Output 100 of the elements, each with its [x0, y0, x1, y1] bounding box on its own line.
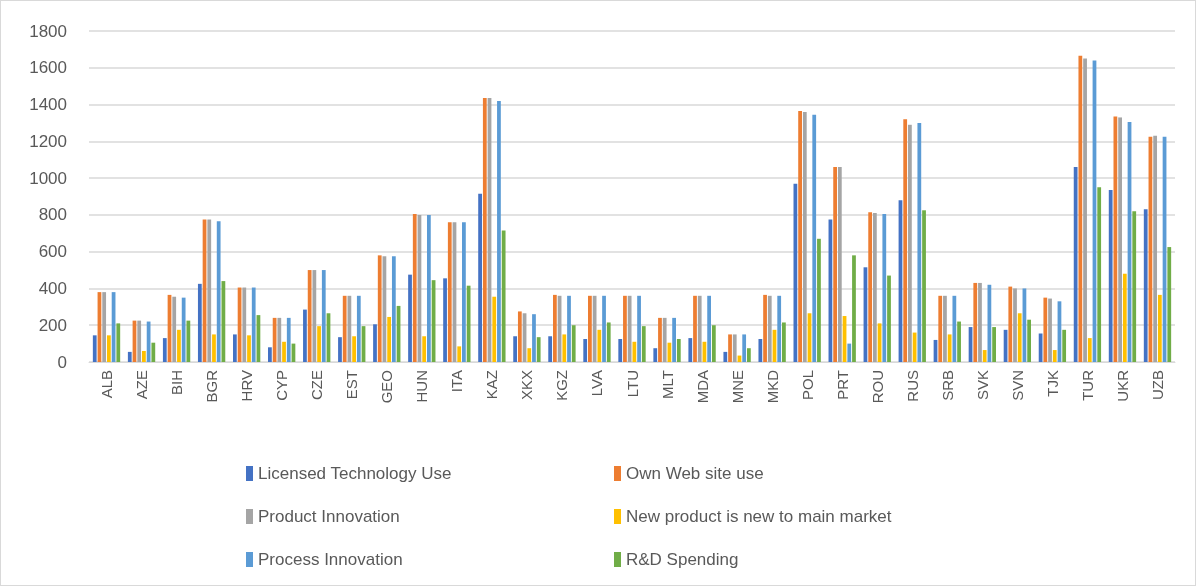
bar [1143, 209, 1148, 362]
bar [216, 221, 221, 362]
bar [536, 337, 541, 362]
bar [728, 334, 732, 362]
bar [478, 193, 482, 362]
bar [903, 119, 908, 362]
bar [793, 183, 798, 362]
x-tick-label: CYP [273, 370, 291, 401]
bar [186, 320, 191, 362]
x-tick-label: LVA [588, 370, 606, 397]
bar [618, 339, 623, 362]
bar [501, 230, 506, 362]
bar [777, 295, 782, 362]
bar [767, 295, 772, 362]
x-tick-label: MLT [658, 370, 676, 399]
y-tick-label: 600 [38, 242, 67, 262]
bar [782, 322, 786, 362]
bar [268, 347, 272, 362]
bar [377, 255, 382, 362]
bar [837, 167, 842, 362]
bar [947, 334, 952, 362]
bar [457, 346, 462, 362]
bar [1048, 298, 1052, 362]
bar [588, 295, 592, 362]
bar [106, 335, 111, 362]
bar [303, 309, 307, 362]
x-tick-label: EST [343, 370, 361, 400]
legend-label: Own Web site use [626, 464, 764, 483]
bar [1052, 350, 1057, 362]
x-tick-label: XKX [518, 370, 536, 401]
bar [597, 329, 602, 362]
bar [802, 111, 807, 362]
bar [412, 213, 417, 362]
bar [693, 295, 697, 362]
bar [162, 338, 167, 362]
bar [1083, 58, 1087, 362]
bar [212, 334, 216, 362]
bar [422, 336, 427, 362]
bar [286, 317, 291, 362]
bar [177, 329, 181, 362]
bar [723, 351, 728, 362]
bar [1073, 167, 1078, 362]
bar [688, 338, 693, 362]
x-tick-label: UKR [1113, 369, 1131, 402]
bar [567, 295, 571, 362]
bar [882, 213, 887, 362]
bar [277, 317, 282, 362]
x-tick-label: HRV [238, 370, 256, 402]
x-tick-label: BIH [168, 370, 186, 396]
bar [387, 316, 392, 362]
x-tick-label: ALB [98, 370, 116, 399]
bar [672, 317, 676, 362]
bar [552, 294, 557, 362]
bar [1027, 319, 1032, 362]
bar [658, 317, 662, 362]
x-tick-label: BGR [203, 369, 221, 403]
x-tick-label: HUN [413, 370, 431, 403]
bar [917, 122, 922, 362]
bar [466, 285, 471, 362]
bar [151, 342, 156, 362]
bar [868, 212, 873, 362]
bar [1167, 247, 1172, 362]
bar [321, 270, 326, 362]
legend-label: New product is new to main market [626, 507, 892, 526]
x-tick-label: RUS [903, 370, 921, 402]
bar [247, 335, 251, 362]
bar [676, 339, 681, 362]
bar [758, 339, 763, 362]
y-tick-label: 1400 [29, 95, 67, 115]
legend-label: R&D Spending [626, 550, 739, 569]
bar [342, 295, 347, 362]
bar [562, 334, 567, 362]
bar [492, 296, 497, 362]
bar [978, 282, 982, 362]
bar [482, 98, 487, 362]
bar [908, 124, 912, 362]
bar [1108, 190, 1113, 362]
bar [137, 320, 142, 362]
x-tick-label: ITA [448, 370, 466, 393]
bar [307, 270, 312, 362]
bar [172, 296, 177, 362]
bar [312, 270, 317, 362]
x-tick-label: LTU [623, 370, 641, 398]
bar [817, 238, 821, 362]
y-tick-label: 400 [38, 278, 67, 298]
bar [662, 317, 667, 362]
bar [1062, 329, 1067, 362]
bar [338, 337, 342, 362]
bar [282, 341, 286, 362]
x-tick-label: POL [798, 370, 816, 401]
x-tick-label: GEO [378, 370, 396, 404]
bar [606, 322, 611, 362]
bar [798, 110, 802, 362]
y-tick-label: 200 [38, 315, 67, 335]
x-tick-label: SRB [938, 370, 956, 401]
y-tick-label: 1000 [29, 168, 67, 188]
x-tick-label: KAZ [483, 370, 501, 400]
x-tick-label: UZB [1148, 370, 1166, 400]
bar [982, 350, 987, 362]
bar [637, 295, 641, 362]
